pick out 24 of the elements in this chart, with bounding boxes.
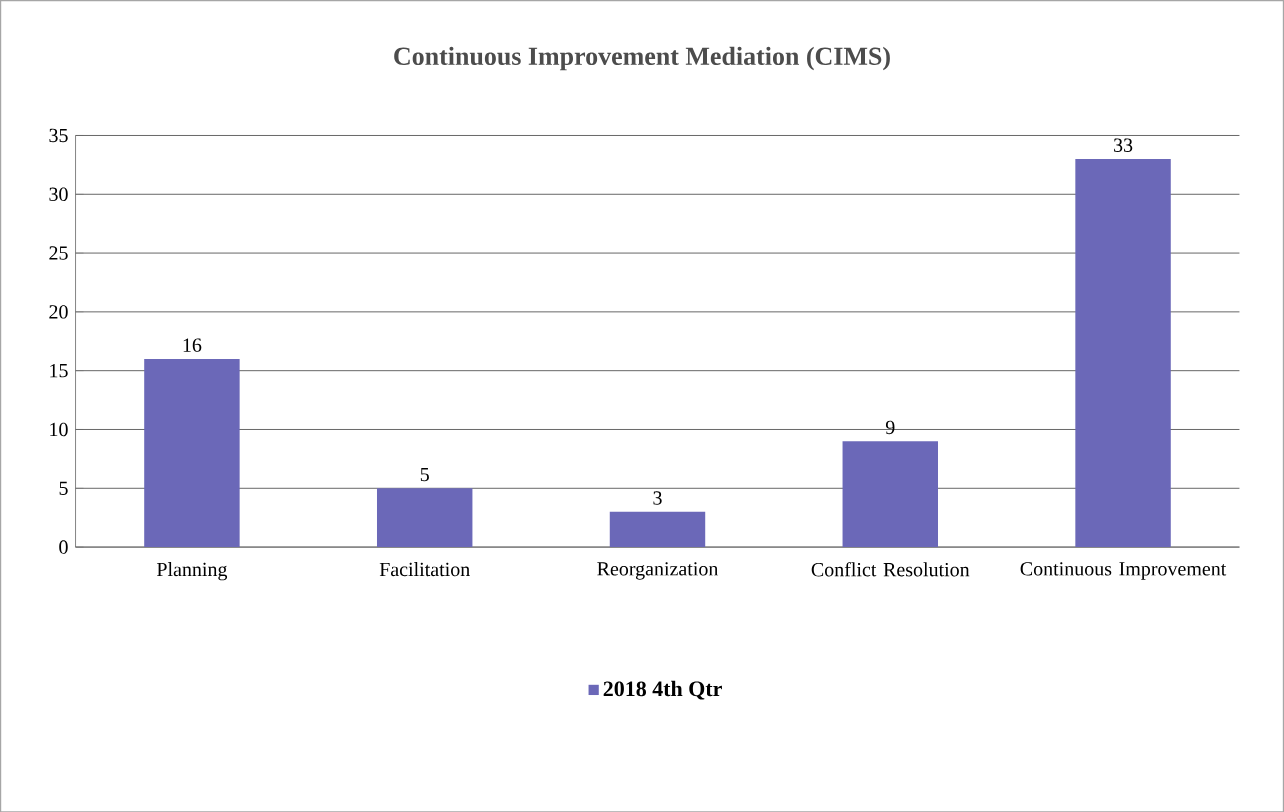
data-label: 33 [1114, 138, 1133, 152]
y-tick-label: 20 [49, 304, 68, 319]
bar [842, 441, 938, 547]
y-tick-label: 35 [49, 128, 68, 142]
data-label: 16 [183, 338, 202, 352]
y-tick-label: 10 [50, 422, 68, 436]
x-tick-label: Facilitation [379, 561, 470, 576]
bar [1075, 158, 1171, 547]
y-tick-label: 30 [49, 187, 68, 201]
bar [144, 358, 240, 547]
chart-title: Continuous Improvement Mediation (CIMS) [394, 46, 890, 71]
bar [376, 488, 473, 547]
y-tick-label: 15 [50, 363, 68, 378]
data-label: 5 [420, 467, 429, 481]
x-tick-label: Reorganization [597, 561, 719, 580]
x-tick-label: Conflict Resolution [811, 561, 970, 577]
x-tick-label: Planning [156, 561, 228, 581]
y-tick-label: 25 [49, 246, 68, 260]
y-tick-label: 0 [59, 540, 68, 554]
bar [609, 511, 706, 547]
data-label: 3 [653, 491, 662, 505]
legend-label: 2018 4th Qtr [603, 680, 722, 700]
x-tick-label: Continuous Improvement [1020, 561, 1227, 580]
y-tick-label: 5 [59, 481, 68, 495]
